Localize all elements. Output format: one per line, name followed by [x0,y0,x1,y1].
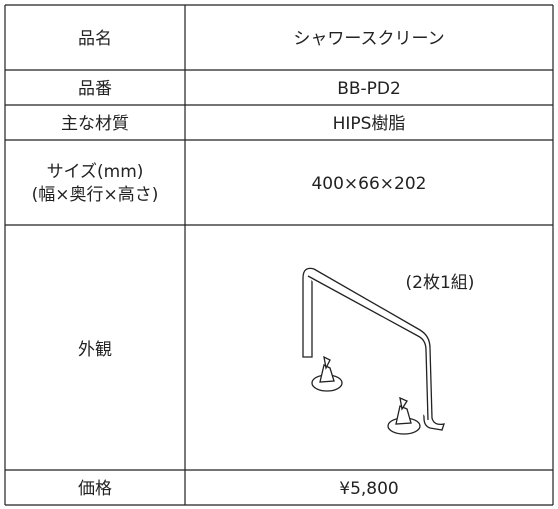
row-label: 主な材質 [61,114,129,134]
row-label: サイズ(mm) [47,162,144,182]
row-label: 品番 [78,79,112,99]
row-value: ¥5,800 [339,479,398,499]
row-label: 価格 [78,479,112,499]
row-value: 400×66×202 [311,174,426,194]
row-label: (幅×奥行×高さ) [32,185,159,205]
row-value: HIPS樹脂 [333,114,406,134]
row-label: 外観 [78,340,112,360]
image-note: (2枚1組) [406,273,475,293]
row-label: 品名 [78,29,112,49]
row-value: シャワースクリーン [293,29,444,49]
row-value: BB-PD2 [337,79,401,99]
shower-screen-illustration [302,267,445,435]
table-grid [4,4,554,506]
